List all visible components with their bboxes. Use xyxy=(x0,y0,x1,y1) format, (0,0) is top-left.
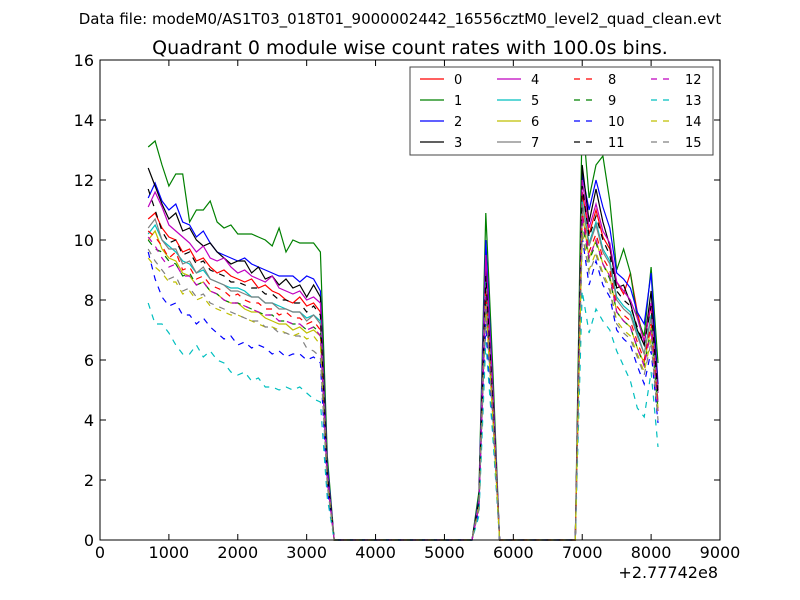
x-tick-label: 7000 xyxy=(562,543,603,562)
legend-label-8: 8 xyxy=(608,73,616,88)
legend-label-7: 7 xyxy=(531,136,539,151)
x-tick-label: 5000 xyxy=(424,543,465,562)
legend-label-12: 12 xyxy=(685,73,702,88)
y-tick-label: 14 xyxy=(74,111,94,130)
legend-label-13: 13 xyxy=(685,94,702,109)
y-tick-label: 0 xyxy=(84,531,94,550)
figure-suptitle: Data file: modeM0/AS1T03_018T01_90000024… xyxy=(79,10,722,29)
y-tick-label: 6 xyxy=(84,351,94,370)
legend-label-6: 6 xyxy=(531,115,539,130)
x-tick-label: 0 xyxy=(95,543,105,562)
legend-label-10: 10 xyxy=(608,115,625,130)
y-tick-label: 12 xyxy=(74,171,94,190)
legend-label-9: 9 xyxy=(608,94,616,109)
legend-label-14: 14 xyxy=(685,115,702,130)
y-tick-label: 2 xyxy=(84,471,94,490)
legend-label-4: 4 xyxy=(531,73,539,88)
y-tick-label: 10 xyxy=(74,231,94,250)
series-line-10 xyxy=(147,236,659,541)
series-line-11 xyxy=(147,185,659,541)
y-tick-label: 8 xyxy=(84,291,94,310)
legend-label-15: 15 xyxy=(685,136,702,151)
x-tick-label: 2000 xyxy=(217,543,258,562)
legend-label-1: 1 xyxy=(454,94,462,109)
x-offset-label: +2.77742e8 xyxy=(618,563,718,582)
x-tick-label: 4000 xyxy=(355,543,396,562)
x-tick-label: 1000 xyxy=(149,543,190,562)
x-tick-label: 3000 xyxy=(286,543,327,562)
chart-title: Quadrant 0 module wise count rates with … xyxy=(152,37,668,59)
legend-label-5: 5 xyxy=(531,94,539,109)
legend-label-11: 11 xyxy=(608,136,625,151)
y-tick-label: 16 xyxy=(74,51,94,70)
x-tick-label: 6000 xyxy=(493,543,534,562)
legend-label-0: 0 xyxy=(454,73,462,88)
y-tick-label: 4 xyxy=(84,411,94,430)
x-tick-label: 8000 xyxy=(631,543,672,562)
legend-label-3: 3 xyxy=(454,136,462,151)
x-tick-label: 9000 xyxy=(700,543,741,562)
legend-box xyxy=(409,66,714,156)
legend-label-2: 2 xyxy=(454,115,462,130)
x-axis: 0 1000 2000 3000 4000 5000 6000 7000 8000 9000 xyxy=(95,60,740,562)
